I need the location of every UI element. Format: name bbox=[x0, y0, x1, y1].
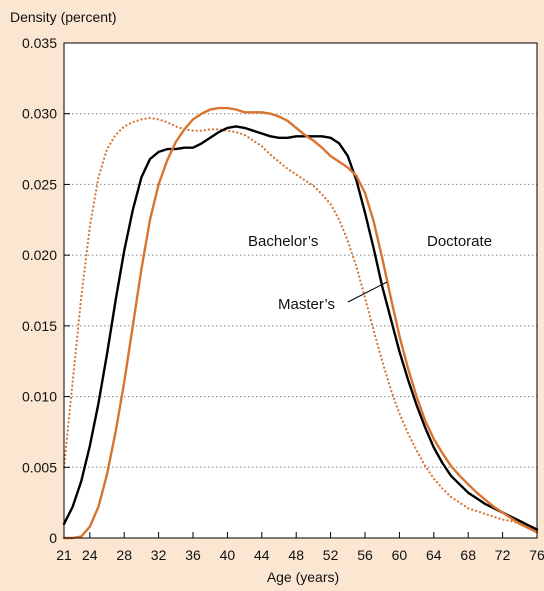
series-label-doctorate: Doctorate bbox=[427, 233, 492, 250]
plot-frame bbox=[63, 42, 538, 539]
series-label-bachelors: Bachelor’s bbox=[248, 233, 318, 250]
y-tick-label-2: 0.010 bbox=[22, 389, 57, 405]
x-tick-label-3: 32 bbox=[151, 547, 167, 563]
x-tick-label-9: 56 bbox=[357, 547, 373, 563]
x-tick-label-12: 68 bbox=[460, 547, 476, 563]
series-line-1 bbox=[62, 125, 539, 531]
series-label-masters: Master’s bbox=[278, 296, 335, 313]
y-tick-label-7: 0.035 bbox=[22, 35, 57, 51]
x-tick-label-1: 24 bbox=[82, 547, 98, 563]
masters-leader-line bbox=[347, 281, 388, 303]
x-tick-label-14: 76 bbox=[529, 547, 544, 563]
gridlines bbox=[64, 113, 537, 468]
y-axis-title: Density (percent) bbox=[10, 9, 117, 25]
y-tick-label-3: 0.015 bbox=[22, 318, 57, 334]
y-tick-label-6: 0.030 bbox=[22, 106, 57, 122]
y-tick-label-4: 0.020 bbox=[22, 247, 57, 263]
ticks-group: 0 0.005 0.010 0.015 0.020 0.025 0.030 0.035 21 24… bbox=[22, 35, 544, 563]
x-tick-label-13: 72 bbox=[495, 547, 511, 563]
plot-area bbox=[64, 43, 537, 538]
series-line-2 bbox=[62, 106, 539, 540]
x-axis-title: Age (years) bbox=[267, 569, 339, 585]
series-labels: Bachelor’s Master’s Doctorate bbox=[248, 233, 492, 313]
y-tick-label-5: 0.025 bbox=[22, 176, 57, 192]
x-tick-label-6: 44 bbox=[254, 547, 270, 563]
series-line-0 bbox=[62, 116, 539, 532]
x-tick-label-10: 60 bbox=[392, 547, 408, 563]
x-tick-label-5: 40 bbox=[220, 547, 236, 563]
x-tick-label-11: 64 bbox=[426, 547, 442, 563]
y-tick-label-1: 0.005 bbox=[22, 459, 57, 475]
x-tick-label-4: 36 bbox=[185, 547, 201, 563]
x-tick-label-8: 52 bbox=[323, 547, 339, 563]
x-tick-label-7: 48 bbox=[288, 547, 304, 563]
y-tick-label-0: 0 bbox=[49, 530, 57, 546]
series-group bbox=[62, 106, 539, 540]
x-tick-label-0: 21 bbox=[56, 547, 72, 563]
x-tick-label-2: 28 bbox=[116, 547, 132, 563]
